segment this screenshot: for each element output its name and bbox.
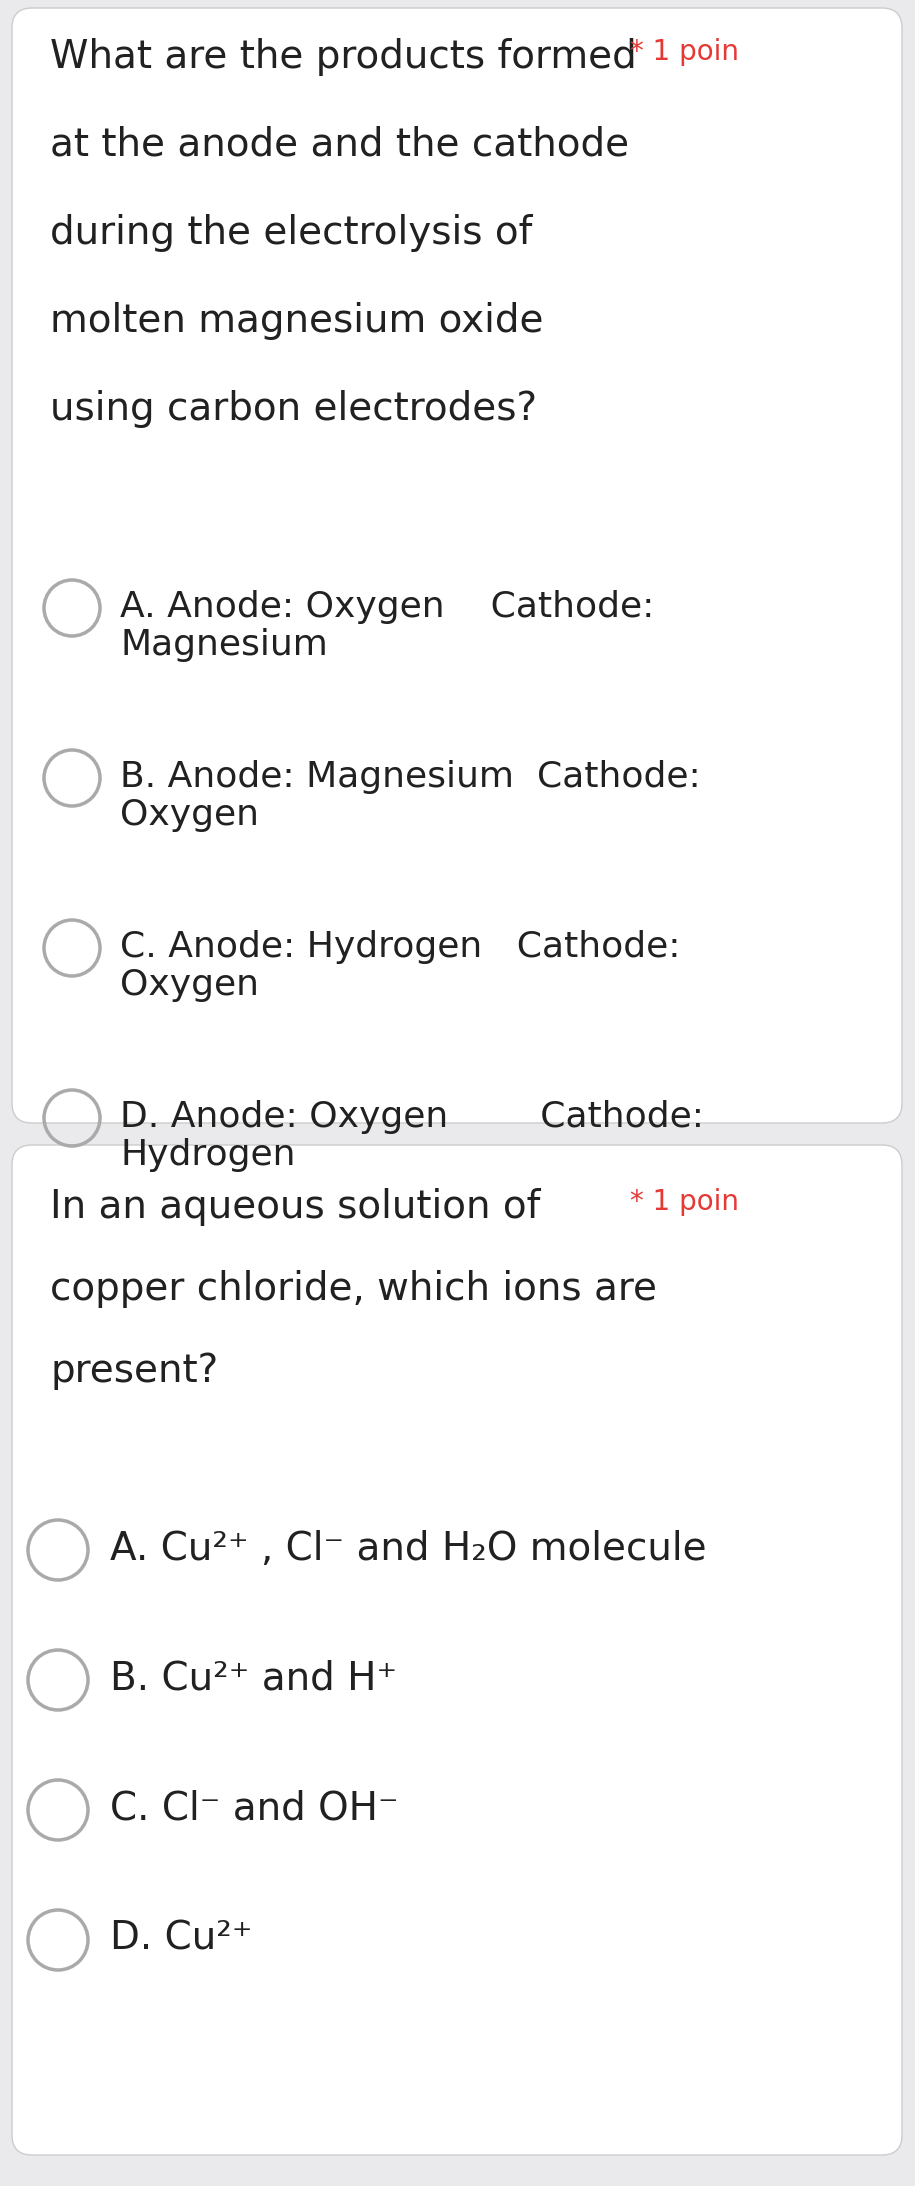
Text: In an aqueous solution of: In an aqueous solution of [50,1187,541,1226]
Text: Magnesium: Magnesium [120,627,328,662]
Text: D. Cu²⁺: D. Cu²⁺ [110,1919,253,1959]
Text: C. Anode: Hydrogen   Cathode:: C. Anode: Hydrogen Cathode: [120,929,681,964]
Text: A. Anode: Oxygen    Cathode:: A. Anode: Oxygen Cathode: [120,590,654,623]
Text: present?: present? [50,1351,219,1390]
Text: using carbon electrodes?: using carbon electrodes? [50,389,537,428]
FancyBboxPatch shape [12,9,902,1124]
Text: * 1 poin: * 1 poin [630,37,739,66]
Text: D. Anode: Oxygen        Cathode:: D. Anode: Oxygen Cathode: [120,1100,704,1135]
Text: copper chloride, which ions are: copper chloride, which ions are [50,1270,657,1307]
Text: A. Cu²⁺ , Cl⁻ and H₂O molecule: A. Cu²⁺ , Cl⁻ and H₂O molecule [110,1530,706,1567]
Text: molten magnesium oxide: molten magnesium oxide [50,302,544,341]
Text: B. Anode: Magnesium  Cathode:: B. Anode: Magnesium Cathode: [120,761,701,794]
Text: B. Cu²⁺ and H⁺: B. Cu²⁺ and H⁺ [110,1659,397,1699]
Text: during the electrolysis of: during the electrolysis of [50,214,533,251]
Text: Oxygen: Oxygen [120,968,259,1001]
Text: * 1 poin: * 1 poin [630,1187,739,1215]
Text: Oxygen: Oxygen [120,798,259,833]
Text: C. Cl⁻ and OH⁻: C. Cl⁻ and OH⁻ [110,1790,399,1827]
Text: What are the products formed: What are the products formed [50,37,637,77]
Text: at the anode and the cathode: at the anode and the cathode [50,127,630,164]
Text: Hydrogen: Hydrogen [120,1139,296,1172]
FancyBboxPatch shape [12,1145,902,2155]
